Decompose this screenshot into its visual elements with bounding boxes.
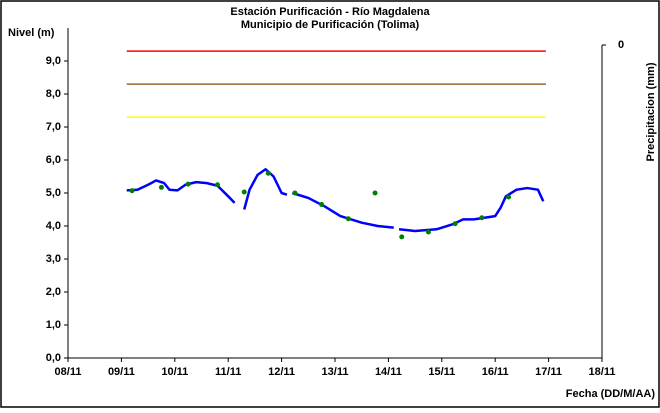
x-tick-label: 11/11 [215,366,241,378]
x-tick-label: 16/11 [482,366,509,378]
point [425,229,431,235]
y2-axis-label: Precipitacion (mm) [645,62,657,161]
y-tick-label: 8,0 [46,88,61,100]
x-tick-label: 17/11 [535,366,562,378]
x-tick-label: 09/11 [108,366,135,378]
x-tick-label: 15/11 [428,366,455,378]
y-tick-label: 6,0 [46,154,61,166]
line [291,191,394,229]
y-tick-label: 4,0 [46,220,61,232]
x-tick-label: 08/11 [55,366,82,378]
y-tick-label: 3,0 [46,253,61,265]
x-tick-label: 13/11 [322,366,349,378]
point [292,190,298,196]
point [185,181,191,187]
point [479,215,485,221]
x-tick-label: 14/11 [375,366,402,378]
point [158,184,164,190]
point [345,216,351,222]
chart-title: Estación Purificación - Río Magdalena [230,6,430,18]
x-tick-label: 18/11 [589,366,616,378]
point [215,182,221,188]
x-axis-label: Fecha (DD/M/AA) [566,388,656,400]
point [372,190,378,196]
point [399,234,405,240]
y-tick-label: 2,0 [46,286,61,298]
point [319,202,325,208]
y-axis-label: Nivel (m) [8,27,55,39]
point [452,221,458,227]
y-tick-label: 9,0 [46,55,61,67]
y-tick-label: 7,0 [46,121,61,133]
chart-subtitle: Municipio de Purificación (Tolima) [241,19,420,31]
y2-tick-label: 0 [618,39,624,51]
y-tick-label: 5,0 [46,187,61,199]
y-tick-label: 1,0 [46,319,61,331]
point [129,188,135,194]
x-tick-label: 12/11 [268,366,295,378]
point [506,194,512,200]
point [241,189,247,195]
point [265,170,271,176]
line [398,186,545,233]
line [243,167,288,210]
y-tick-label: 0,0 [46,352,61,364]
x-tick-label: 10/11 [161,366,188,378]
